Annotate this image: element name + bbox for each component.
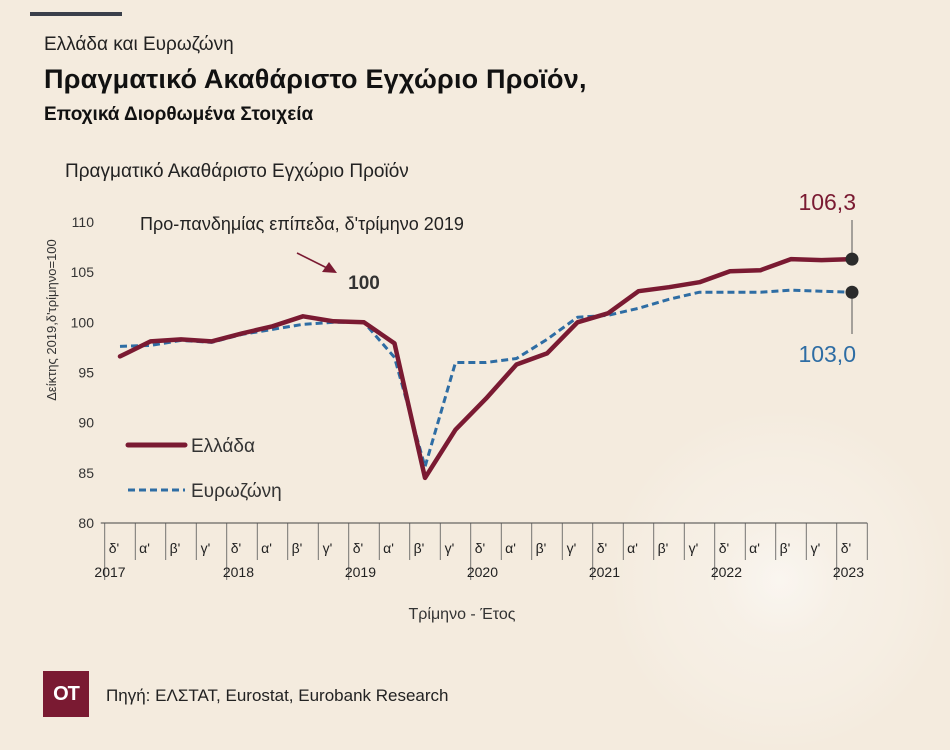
x-year-label: 2017 xyxy=(94,564,125,580)
x-year-label: 2019 xyxy=(345,564,376,580)
x-tick-label: γ' xyxy=(323,540,333,556)
page-supertitle: Ελλάδα και Ευρωζώνη xyxy=(44,34,234,55)
y-tick-label: 95 xyxy=(78,365,94,381)
page-title: Πραγματικό Ακαθάριστο Εγχώριο Προϊόν, xyxy=(44,64,587,94)
x-tick-label: γ' xyxy=(445,540,455,556)
y-tick-label: 100 xyxy=(71,314,95,330)
x-year-label: 2020 xyxy=(467,564,498,580)
annotation-arrow xyxy=(296,252,330,270)
x-year-label: 2023 xyxy=(833,564,864,580)
x-tick-label: α' xyxy=(139,540,150,556)
annotation-pre-pandemic: Προ-πανδημίας επίπεδα, δ'τρίμηνο 2019 xyxy=(140,214,464,234)
x-tick-label: β' xyxy=(414,540,425,556)
x-tick-label: α' xyxy=(383,540,394,556)
y-tick-label: 110 xyxy=(72,214,95,230)
x-tick-label: γ' xyxy=(201,540,211,556)
x-tick-label: δ' xyxy=(353,540,363,556)
x-tick-label: γ' xyxy=(567,540,577,556)
x-tick-label: δ' xyxy=(109,540,119,556)
annotation-value-100: 100 xyxy=(348,273,380,294)
x-year-label: 2022 xyxy=(711,564,742,580)
y-tick-label: 80 xyxy=(78,515,94,531)
annotation-arrowhead xyxy=(322,262,337,273)
x-tick-label: β' xyxy=(780,540,791,556)
x-tick-label: β' xyxy=(658,540,669,556)
ot-logo: ΟΤ xyxy=(43,671,89,717)
chart-title: Πραγματικό Ακαθάριστο Εγχώριο Προϊόν xyxy=(65,161,409,182)
x-tick-label: α' xyxy=(749,540,760,556)
top-rule xyxy=(30,12,122,16)
x-tick-label: α' xyxy=(261,540,272,556)
x-tick-label: δ' xyxy=(475,540,485,556)
x-tick-label: α' xyxy=(627,540,638,556)
x-tick-label: β' xyxy=(170,540,181,556)
x-tick-label: β' xyxy=(536,540,547,556)
x-tick-label: δ' xyxy=(231,540,241,556)
x-tick-label: δ' xyxy=(597,540,607,556)
series-line-greece xyxy=(117,256,855,481)
end-marker xyxy=(845,285,859,299)
page-subtitle: Εποχικά Διορθωμένα Στοιχεία xyxy=(44,104,314,125)
x-tick-label: γ' xyxy=(811,540,821,556)
x-tick-label: β' xyxy=(292,540,303,556)
legend-label: Ευρωζώνη xyxy=(191,481,282,502)
x-tick-label: α' xyxy=(505,540,516,556)
end-value-label: 103,0 xyxy=(798,341,856,367)
end-marker xyxy=(845,252,859,266)
x-year-label: 2021 xyxy=(589,564,620,580)
x-tick-label: δ' xyxy=(841,540,851,556)
end-value-label: 106,3 xyxy=(798,189,856,215)
legend-label: Ελλάδα xyxy=(191,436,255,457)
source-note: Πηγή: ΕΛΣΤΑΤ, Eurostat, Eurobank Researc… xyxy=(106,686,449,705)
y-tick-label: 105 xyxy=(71,264,95,280)
y-axis-label: Δείκτης 2019,δ'τρίμηνο=100 xyxy=(44,239,59,401)
x-tick-label: γ' xyxy=(689,540,699,556)
y-tick-label: 90 xyxy=(78,415,94,431)
x-axis-label: Τρίμηνο - Έτος xyxy=(409,606,516,623)
y-tick-label: 85 xyxy=(78,465,94,481)
x-tick-label: δ' xyxy=(719,540,729,556)
x-year-label: 2018 xyxy=(223,564,254,580)
